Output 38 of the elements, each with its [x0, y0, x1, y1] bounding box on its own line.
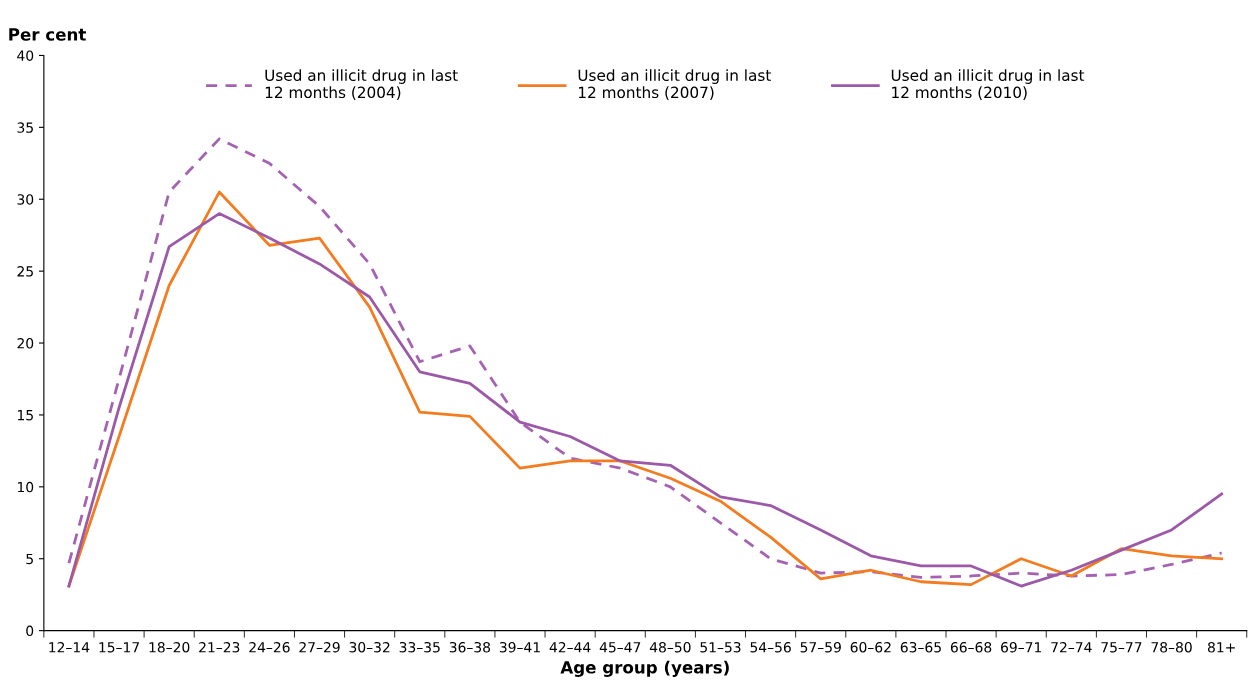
y-tick-label: 15: [17, 410, 33, 421]
x-tick-label: 69–71: [1001, 641, 1042, 653]
x-tick-label: 78–80: [1151, 641, 1192, 653]
x-tick-label: 33–35: [399, 641, 440, 653]
x-tick-label: 21–23: [199, 641, 240, 653]
x-tick-label: 72–74: [1051, 641, 1092, 653]
y-tick-label: 35: [17, 122, 33, 133]
x-tick-label: 39–41: [499, 641, 540, 653]
legend-label: Used an illicit drug in last 12 months (2010): [891, 69, 1085, 100]
x-tick-label: 12–14: [49, 641, 90, 653]
y-tick-label: 10: [17, 481, 34, 493]
y-tick-label: 25: [17, 266, 33, 277]
x-tick-label: 36–38: [449, 641, 491, 653]
legend-label: Used an illicit drug in last 12 months (2004): [265, 69, 458, 100]
x-tick-label: 27–29: [299, 641, 340, 653]
y-tick-label: 40: [17, 50, 34, 61]
x-tick-label: 81+: [1207, 641, 1235, 653]
x-tick-label: 66–68: [950, 641, 992, 653]
y-axis-title: Per cent: [9, 28, 86, 41]
x-tick-label: 30–32: [349, 641, 390, 653]
x-tick-label: 75–77: [1101, 642, 1142, 653]
x-tick-label: 24–26: [249, 641, 290, 653]
y-tick-label: 30: [17, 194, 34, 205]
x-tick-label: 48–50: [649, 641, 691, 653]
x-tick-label: 15–17: [99, 642, 139, 653]
y-tick-label: 20: [17, 338, 34, 349]
y-tick-label: 5: [26, 553, 33, 565]
y-tick-label: 0: [26, 625, 34, 637]
x-tick-label: 45–47: [599, 642, 641, 653]
x-tick-label: 18–20: [149, 641, 190, 653]
x-tick-label: 60–62: [850, 641, 891, 653]
x-tick-label: 51–53: [700, 641, 741, 653]
legend-label: Used an illicit drug in last 12 months (2007): [578, 69, 771, 100]
x-tick-label: 57–59: [800, 641, 841, 653]
x-tick-label: 63–65: [900, 641, 941, 653]
x-tick-label: 54–56: [750, 641, 791, 653]
x-tick-label: 42–44: [549, 641, 591, 653]
x-axis-title: Age group (years): [560, 660, 729, 677]
